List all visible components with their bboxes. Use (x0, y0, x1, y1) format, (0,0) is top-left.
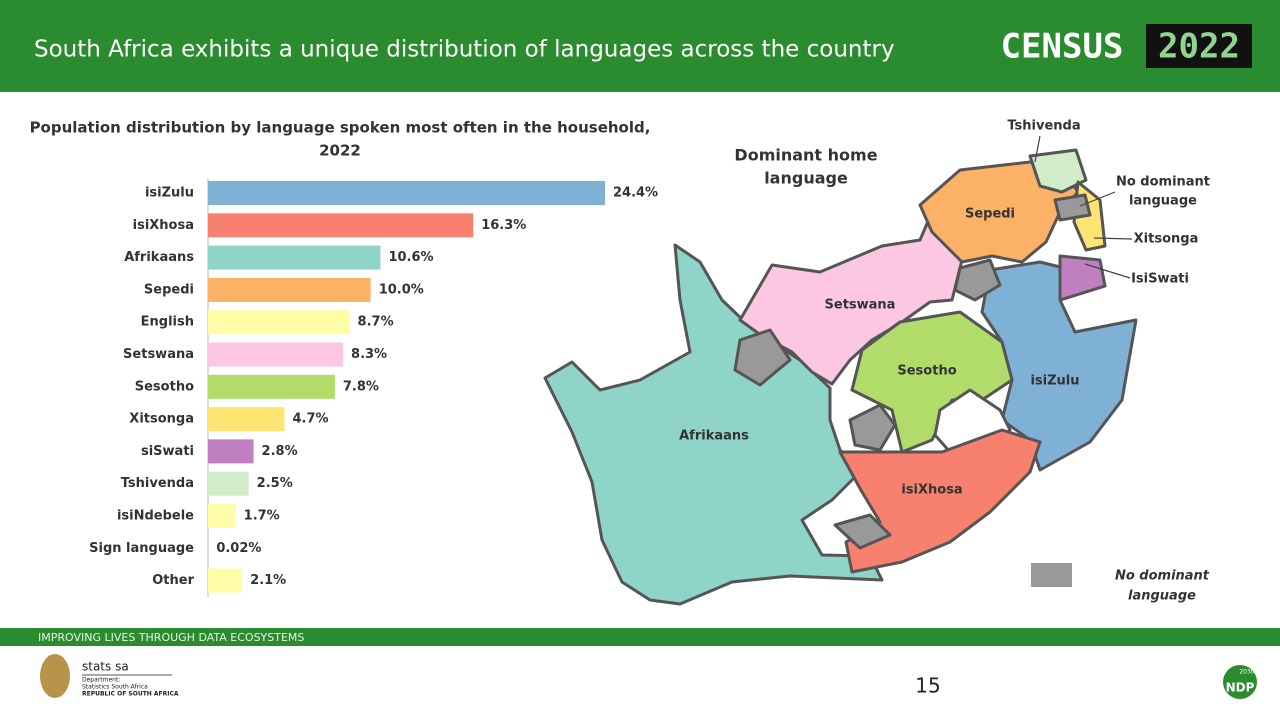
category-label: Sepedi (144, 282, 194, 297)
bar (208, 213, 474, 238)
callout-label: Tshivenda (1007, 119, 1080, 134)
bar (208, 568, 243, 593)
value-label: 16.3% (481, 218, 526, 233)
region-no-dominant (1053, 193, 1092, 222)
bar (208, 181, 605, 205)
category-label: Other (152, 573, 194, 588)
dept-line: REPUBLIC OF SOUTH AFRICA (82, 691, 179, 698)
bar (208, 536, 209, 561)
logo-year: 2022 (1158, 27, 1240, 67)
callout-line (1084, 263, 1131, 279)
value-label: 2.5% (257, 476, 293, 491)
logo-box (1146, 24, 1252, 68)
value-label: 8.7% (358, 315, 394, 330)
category-label: siSwati (141, 444, 194, 459)
map (543, 148, 1138, 606)
category-label: Xitsonga (129, 412, 194, 427)
category-label: Sign language (89, 541, 194, 556)
bar (208, 245, 381, 270)
callout-label: IsiSwati (1131, 272, 1189, 287)
value-label: 10.6% (388, 250, 433, 265)
region-isixhosa (838, 428, 1042, 574)
value-label: 1.7% (244, 509, 280, 524)
callout-line (1093, 237, 1133, 240)
callout-label-2: language (1129, 194, 1197, 209)
category-label: isiNdebele (117, 509, 194, 524)
category-label: isiZulu (145, 186, 194, 201)
org-name: stats sa (82, 660, 129, 674)
region-label: isiZulu (1030, 374, 1079, 389)
logo-word: CENSUS (1001, 27, 1124, 67)
region-no-dominant (953, 258, 1002, 302)
bar (208, 342, 344, 367)
region-no-dominant (848, 403, 897, 452)
legend-label-2: language (1128, 589, 1196, 604)
category-label: Sesotho (135, 379, 194, 394)
region-tshivenda (1028, 148, 1088, 194)
bar (208, 277, 371, 302)
value-label: 0.02% (216, 541, 261, 556)
ndp-year: 2030 (1239, 669, 1254, 676)
category-label: isiXhosa (133, 218, 194, 233)
legend-label-1: No dominant (1115, 569, 1210, 584)
region-label: Sesotho (897, 364, 956, 379)
value-label: 7.8% (343, 379, 379, 394)
callout-line (1079, 191, 1116, 207)
region-siswati (1058, 254, 1107, 302)
legend-swatch (1031, 563, 1072, 587)
tagline: IMPROVING LIVES THROUGH DATA ECOSYSTEMS (38, 631, 304, 644)
region-no-dominant (833, 513, 892, 550)
callout-label-1: No dominant (1116, 175, 1210, 190)
ndp-logo (1223, 665, 1257, 699)
dept-line: Department: (82, 677, 120, 684)
slide-title: South Africa exhibits a unique distribut… (34, 37, 895, 63)
category-label: Tshivenda (121, 476, 194, 491)
region-label: Afrikaans (679, 429, 749, 444)
category-label: Afrikaans (124, 250, 194, 265)
category-label: English (141, 315, 194, 330)
region-sepedi (918, 160, 1080, 264)
value-label: 2.1% (250, 573, 286, 588)
bar (208, 471, 249, 496)
region-label: Setswana (825, 298, 896, 313)
coat-of-arms (40, 654, 70, 698)
region-setswana (738, 210, 964, 386)
page-number: 15 (915, 674, 940, 698)
header-bar (0, 0, 1280, 92)
region-no-dominant (733, 328, 792, 387)
category-label: Setswana (123, 347, 194, 362)
value-label: 10.0% (379, 282, 424, 297)
region-label: isiXhosa (901, 483, 962, 498)
bar (208, 407, 285, 432)
bar (208, 310, 350, 335)
region-sesotho (850, 310, 1014, 454)
bar (208, 374, 335, 399)
dept-line: Statistics South Africa (82, 684, 148, 691)
value-label: 4.7% (292, 412, 328, 427)
callout-label: Xitsonga (1134, 232, 1199, 247)
bar (208, 439, 254, 464)
ndp-text: NDP (1226, 681, 1255, 695)
map-title-1: Dominant home (734, 146, 877, 165)
value-label: 2.8% (262, 444, 298, 459)
callout-line (1034, 135, 1041, 163)
region-label: Sepedi (965, 207, 1015, 222)
chart-title-2: 2022 (319, 142, 361, 160)
value-label: 24.4% (613, 186, 658, 201)
map-title-2: language (764, 169, 848, 188)
bar (208, 504, 236, 528)
footer-bar (0, 628, 1280, 646)
value-label: 8.3% (351, 347, 387, 362)
chart-title-1: Population distribution by language spok… (30, 119, 651, 137)
